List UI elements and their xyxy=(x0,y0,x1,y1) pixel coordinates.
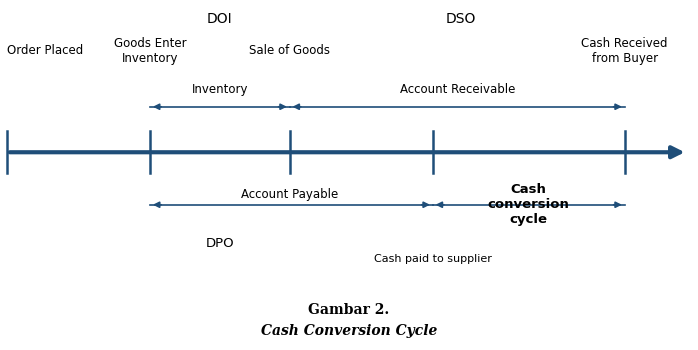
Text: Account Receivable: Account Receivable xyxy=(399,83,515,96)
Text: DPO: DPO xyxy=(205,237,235,250)
Text: Gambar 2.: Gambar 2. xyxy=(309,303,389,317)
Text: DOI: DOI xyxy=(207,12,232,26)
Text: Cash Received
from Buyer: Cash Received from Buyer xyxy=(581,37,668,65)
Text: Sale of Goods: Sale of Goods xyxy=(249,44,330,57)
Text: Cash paid to supplier: Cash paid to supplier xyxy=(374,254,491,264)
Text: Account Payable: Account Payable xyxy=(241,188,339,201)
Text: Goods Enter
Inventory: Goods Enter Inventory xyxy=(114,37,186,65)
Text: Cash Conversion Cycle: Cash Conversion Cycle xyxy=(261,324,437,338)
Text: Inventory: Inventory xyxy=(192,83,248,96)
Text: Order Placed: Order Placed xyxy=(7,44,83,57)
Text: Cash
conversion
cycle: Cash conversion cycle xyxy=(487,183,570,226)
Text: DSO: DSO xyxy=(445,12,476,26)
